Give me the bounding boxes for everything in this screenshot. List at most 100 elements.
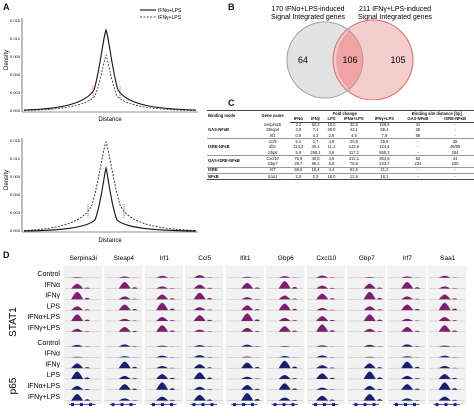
signal-peak xyxy=(71,371,84,379)
signal-peak xyxy=(193,386,206,390)
value-cell: 78,6 xyxy=(349,161,358,167)
signal-peak-minor xyxy=(376,377,383,379)
signal-peak-minor xyxy=(329,287,336,289)
th-binding-mode: Binding mode xyxy=(207,110,256,123)
gene-header: Steap4 xyxy=(113,255,134,262)
signal-peak xyxy=(118,384,131,390)
track-label: Control xyxy=(37,340,60,347)
panel-b-venn: 170 IFNα+LPS-induced Signal Integrated g… xyxy=(271,6,432,100)
gene-name-cell: Irf1 xyxy=(269,132,276,138)
signal-peak xyxy=(316,316,329,321)
gene-header: Irf1 xyxy=(160,255,170,262)
value-cell: 18,1 xyxy=(369,173,400,181)
value-cell: 44 xyxy=(436,155,474,162)
signal-peak xyxy=(118,296,131,300)
track-column xyxy=(225,265,264,404)
signal-peak-minor xyxy=(451,308,458,311)
table-row: GAS-ISRE-NFκB Cxcl10 75,9 49,8 4,6 312,1 364,9… xyxy=(207,155,474,168)
ytick-top-4: 0.003 xyxy=(10,90,21,95)
signal-peak xyxy=(71,314,84,321)
ylabel-top: Density xyxy=(4,50,10,70)
table-row: Irf1 0,9 4,3 2,6 4,9 7,9 58 - xyxy=(207,133,474,139)
signal-peak xyxy=(241,305,254,311)
xlabel-bottom: Distance xyxy=(98,238,122,244)
gene-exon xyxy=(152,403,155,407)
signal-peak xyxy=(438,325,451,332)
gene-name-cell: Ifit1 xyxy=(269,144,276,150)
signal-peak xyxy=(316,373,329,379)
signal-peak xyxy=(118,398,131,401)
value-cell: 117,2 xyxy=(348,149,359,155)
panel-label-d: D xyxy=(3,250,10,260)
signal-peak-minor xyxy=(169,399,176,401)
signal-peak xyxy=(156,374,169,379)
signal-peak-minor xyxy=(206,287,213,289)
value-cell: 15,4 xyxy=(306,166,325,174)
value-cell: 58,6 xyxy=(289,166,307,174)
signal-peak xyxy=(401,304,414,311)
value-cell: 12,6 xyxy=(338,173,370,181)
gene-exon xyxy=(111,403,115,407)
signal-peak-minor xyxy=(206,309,213,311)
signal-peak-minor xyxy=(291,320,298,321)
th-fold-change: Fold change xyxy=(289,110,400,117)
p65-label: p65 xyxy=(8,377,19,394)
value-cell: - xyxy=(436,173,474,181)
signal-peak xyxy=(156,366,169,369)
track-label: IFNγ xyxy=(45,293,60,300)
gene-name-cell: Steap4 xyxy=(266,127,280,133)
signal-peak-minor xyxy=(329,330,336,332)
signal-peak-minor xyxy=(131,330,138,332)
gene-name-cell: Gbp6 xyxy=(267,149,278,155)
gene-exon xyxy=(129,403,133,407)
signal-peak-minor xyxy=(291,388,298,390)
signal-peak xyxy=(193,355,206,358)
gene-exon xyxy=(453,403,457,407)
signal-peak xyxy=(401,296,414,300)
signal-peak-minor xyxy=(131,346,138,347)
th-col-ifna: IFNα xyxy=(289,116,307,123)
gene-header: Ccl5 xyxy=(198,255,211,262)
density-curve-ifng-bottom xyxy=(23,140,197,231)
signal-peak xyxy=(278,281,291,289)
value-cell: - xyxy=(454,122,456,128)
track-column xyxy=(306,265,345,404)
value-cell: - xyxy=(399,173,437,181)
signal-peak-minor xyxy=(414,298,421,300)
signal-peak xyxy=(71,328,84,332)
signal-peak xyxy=(156,302,169,311)
signal-peak-minor xyxy=(291,298,298,300)
signal-peak xyxy=(193,345,206,347)
value-cell: - xyxy=(417,149,419,155)
signal-peak xyxy=(241,376,254,379)
value-cell: 19,0 xyxy=(327,122,336,128)
ylabel-bottom: Density xyxy=(4,170,10,190)
panel-label-a: A xyxy=(3,2,10,12)
ytick-top-0: 0.015 xyxy=(10,18,21,23)
signal-peak-minor xyxy=(254,330,261,332)
table-row: Ifit1 113,3 40,1 11,1 142,6 124,6 - 46/80 xyxy=(207,145,474,150)
venn-right-title-2: Signal Integrated genes xyxy=(358,14,432,21)
panel-a-density-plots: Density 0.015 0.012 0.009 0.006 0.003 0.… xyxy=(4,8,198,244)
signal-peak xyxy=(193,315,206,321)
signal-peak xyxy=(363,291,376,300)
track-column xyxy=(144,265,183,404)
signal-peak xyxy=(278,303,291,311)
legend-label-ifna: IFNα+LPS xyxy=(158,8,182,14)
binding-mode-cell: ISRE xyxy=(207,166,256,174)
ytick-top-2: 0.009 xyxy=(10,54,21,59)
signal-peak xyxy=(438,302,451,311)
track-label: IFNα xyxy=(45,282,60,289)
signal-peak xyxy=(71,277,84,278)
signal-peak xyxy=(278,360,291,369)
signal-peak xyxy=(363,385,376,390)
density-plot-top: Density 0.015 0.012 0.009 0.006 0.003 0.… xyxy=(4,8,198,123)
value-cell: 5,9 xyxy=(295,149,302,155)
signal-peak xyxy=(316,275,329,278)
signal-peak-minor xyxy=(131,298,138,300)
signal-peak xyxy=(241,282,254,289)
gene-exon xyxy=(161,403,164,407)
value-cell: 4,9 xyxy=(295,127,302,133)
signal-peak xyxy=(156,382,169,390)
signal-peak xyxy=(278,276,291,278)
